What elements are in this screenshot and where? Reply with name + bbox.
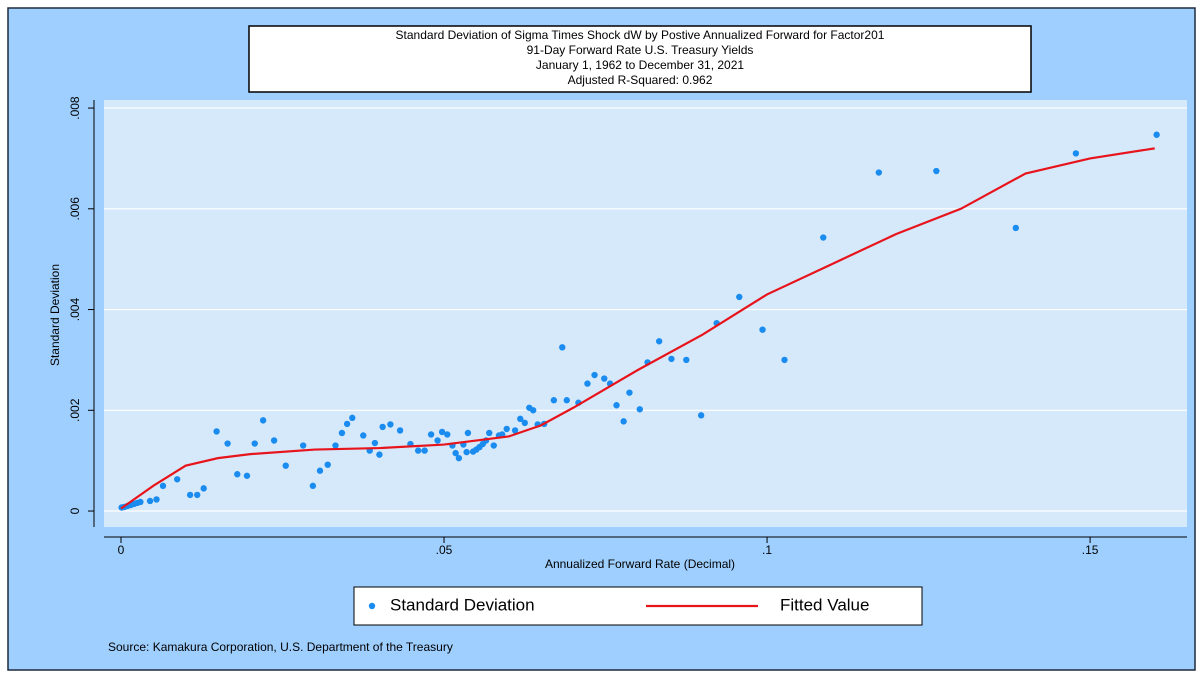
chart-title: January 1, 1962 to December 31, 2021 (536, 58, 744, 72)
data-point (820, 234, 827, 241)
data-point (490, 442, 497, 449)
data-point (259, 417, 267, 424)
data-point (200, 485, 207, 492)
data-point (224, 440, 231, 447)
data-point (626, 389, 633, 396)
data-point (270, 437, 278, 444)
data-point (444, 431, 451, 438)
data-point (173, 476, 181, 483)
data-point (299, 442, 307, 449)
data-point (452, 449, 459, 457)
data-point (521, 419, 528, 427)
data-point (234, 471, 241, 478)
data-point (1012, 224, 1019, 232)
data-point (511, 427, 519, 434)
data-point (455, 454, 463, 462)
data-point (613, 402, 620, 409)
data-point (316, 467, 324, 474)
data-point (620, 418, 627, 425)
data-point (559, 344, 566, 351)
data-point (563, 397, 570, 404)
data-point (655, 338, 663, 345)
x-axis-title: Annualized Forward Rate (Decimal) (545, 557, 735, 571)
data-point (503, 425, 510, 433)
data-point (146, 497, 154, 505)
data-point (517, 415, 524, 423)
y-tick-label: .008 (68, 96, 82, 120)
data-point (463, 448, 470, 456)
chart-title: 91-Day Forward Rate U.S. Treasury Yields (527, 43, 754, 57)
data-point (153, 496, 160, 503)
fitted-line (120, 147, 1155, 510)
y-tick-label: .004 (68, 298, 82, 322)
x-tick-label: .1 (762, 543, 772, 557)
data-point (529, 407, 537, 414)
data-point (736, 293, 743, 301)
plot-area (104, 100, 1187, 527)
data-point (159, 482, 167, 490)
legend-label: Fitted Value (780, 595, 869, 614)
data-point (243, 472, 251, 479)
data-point (309, 482, 317, 490)
data-point (324, 461, 331, 468)
data-point (584, 380, 591, 387)
x-tick-label: .15 (1082, 543, 1099, 557)
data-point (360, 432, 367, 439)
data-point (137, 498, 144, 506)
data-point (933, 167, 940, 175)
x-tick-label: 0 (118, 543, 125, 557)
data-point (387, 421, 394, 428)
data-point (332, 442, 339, 449)
legend-marker (368, 602, 376, 610)
data-point (601, 375, 608, 382)
data-point (697, 412, 705, 419)
data-point (1072, 150, 1080, 157)
data-point (875, 169, 883, 176)
x-tick-label: .05 (436, 543, 453, 557)
data-point (371, 439, 379, 447)
data-point (427, 431, 435, 438)
data-point (636, 406, 643, 413)
data-point (759, 326, 766, 333)
legend-label: Standard Deviation (390, 595, 535, 614)
title-box (248, 25, 1032, 93)
data-point (343, 420, 351, 428)
chart-title: Adjusted R-Squared: 0.962 (568, 73, 713, 87)
data-point (1153, 131, 1160, 138)
data-point (591, 371, 598, 379)
data-point (421, 447, 428, 454)
data-point (376, 451, 383, 458)
data-point (213, 428, 220, 435)
data-point (186, 491, 194, 499)
data-point (550, 397, 558, 404)
data-point (464, 429, 472, 437)
data-point (251, 440, 258, 447)
data-point (349, 414, 356, 422)
legend-box (353, 586, 923, 626)
data-point (438, 428, 446, 436)
y-tick-label: 0 (68, 507, 82, 514)
data-point (379, 423, 386, 431)
data-point (338, 429, 346, 437)
data-point (486, 429, 493, 437)
data-point (194, 491, 201, 499)
data-point (414, 447, 422, 454)
y-tick-label: .002 (68, 398, 82, 422)
data-point (282, 462, 289, 469)
source-note: Source: Kamakura Corporation, U.S. Depar… (108, 640, 453, 654)
data-point (434, 437, 441, 444)
y-tick-label: .006 (68, 197, 82, 221)
y-axis-title: Standard Deviation (48, 264, 62, 366)
data-point (781, 356, 788, 364)
data-point (683, 356, 690, 364)
data-point (396, 427, 404, 434)
data-point (668, 355, 675, 363)
chart-title: Standard Deviation of Sigma Times Shock … (396, 28, 885, 42)
